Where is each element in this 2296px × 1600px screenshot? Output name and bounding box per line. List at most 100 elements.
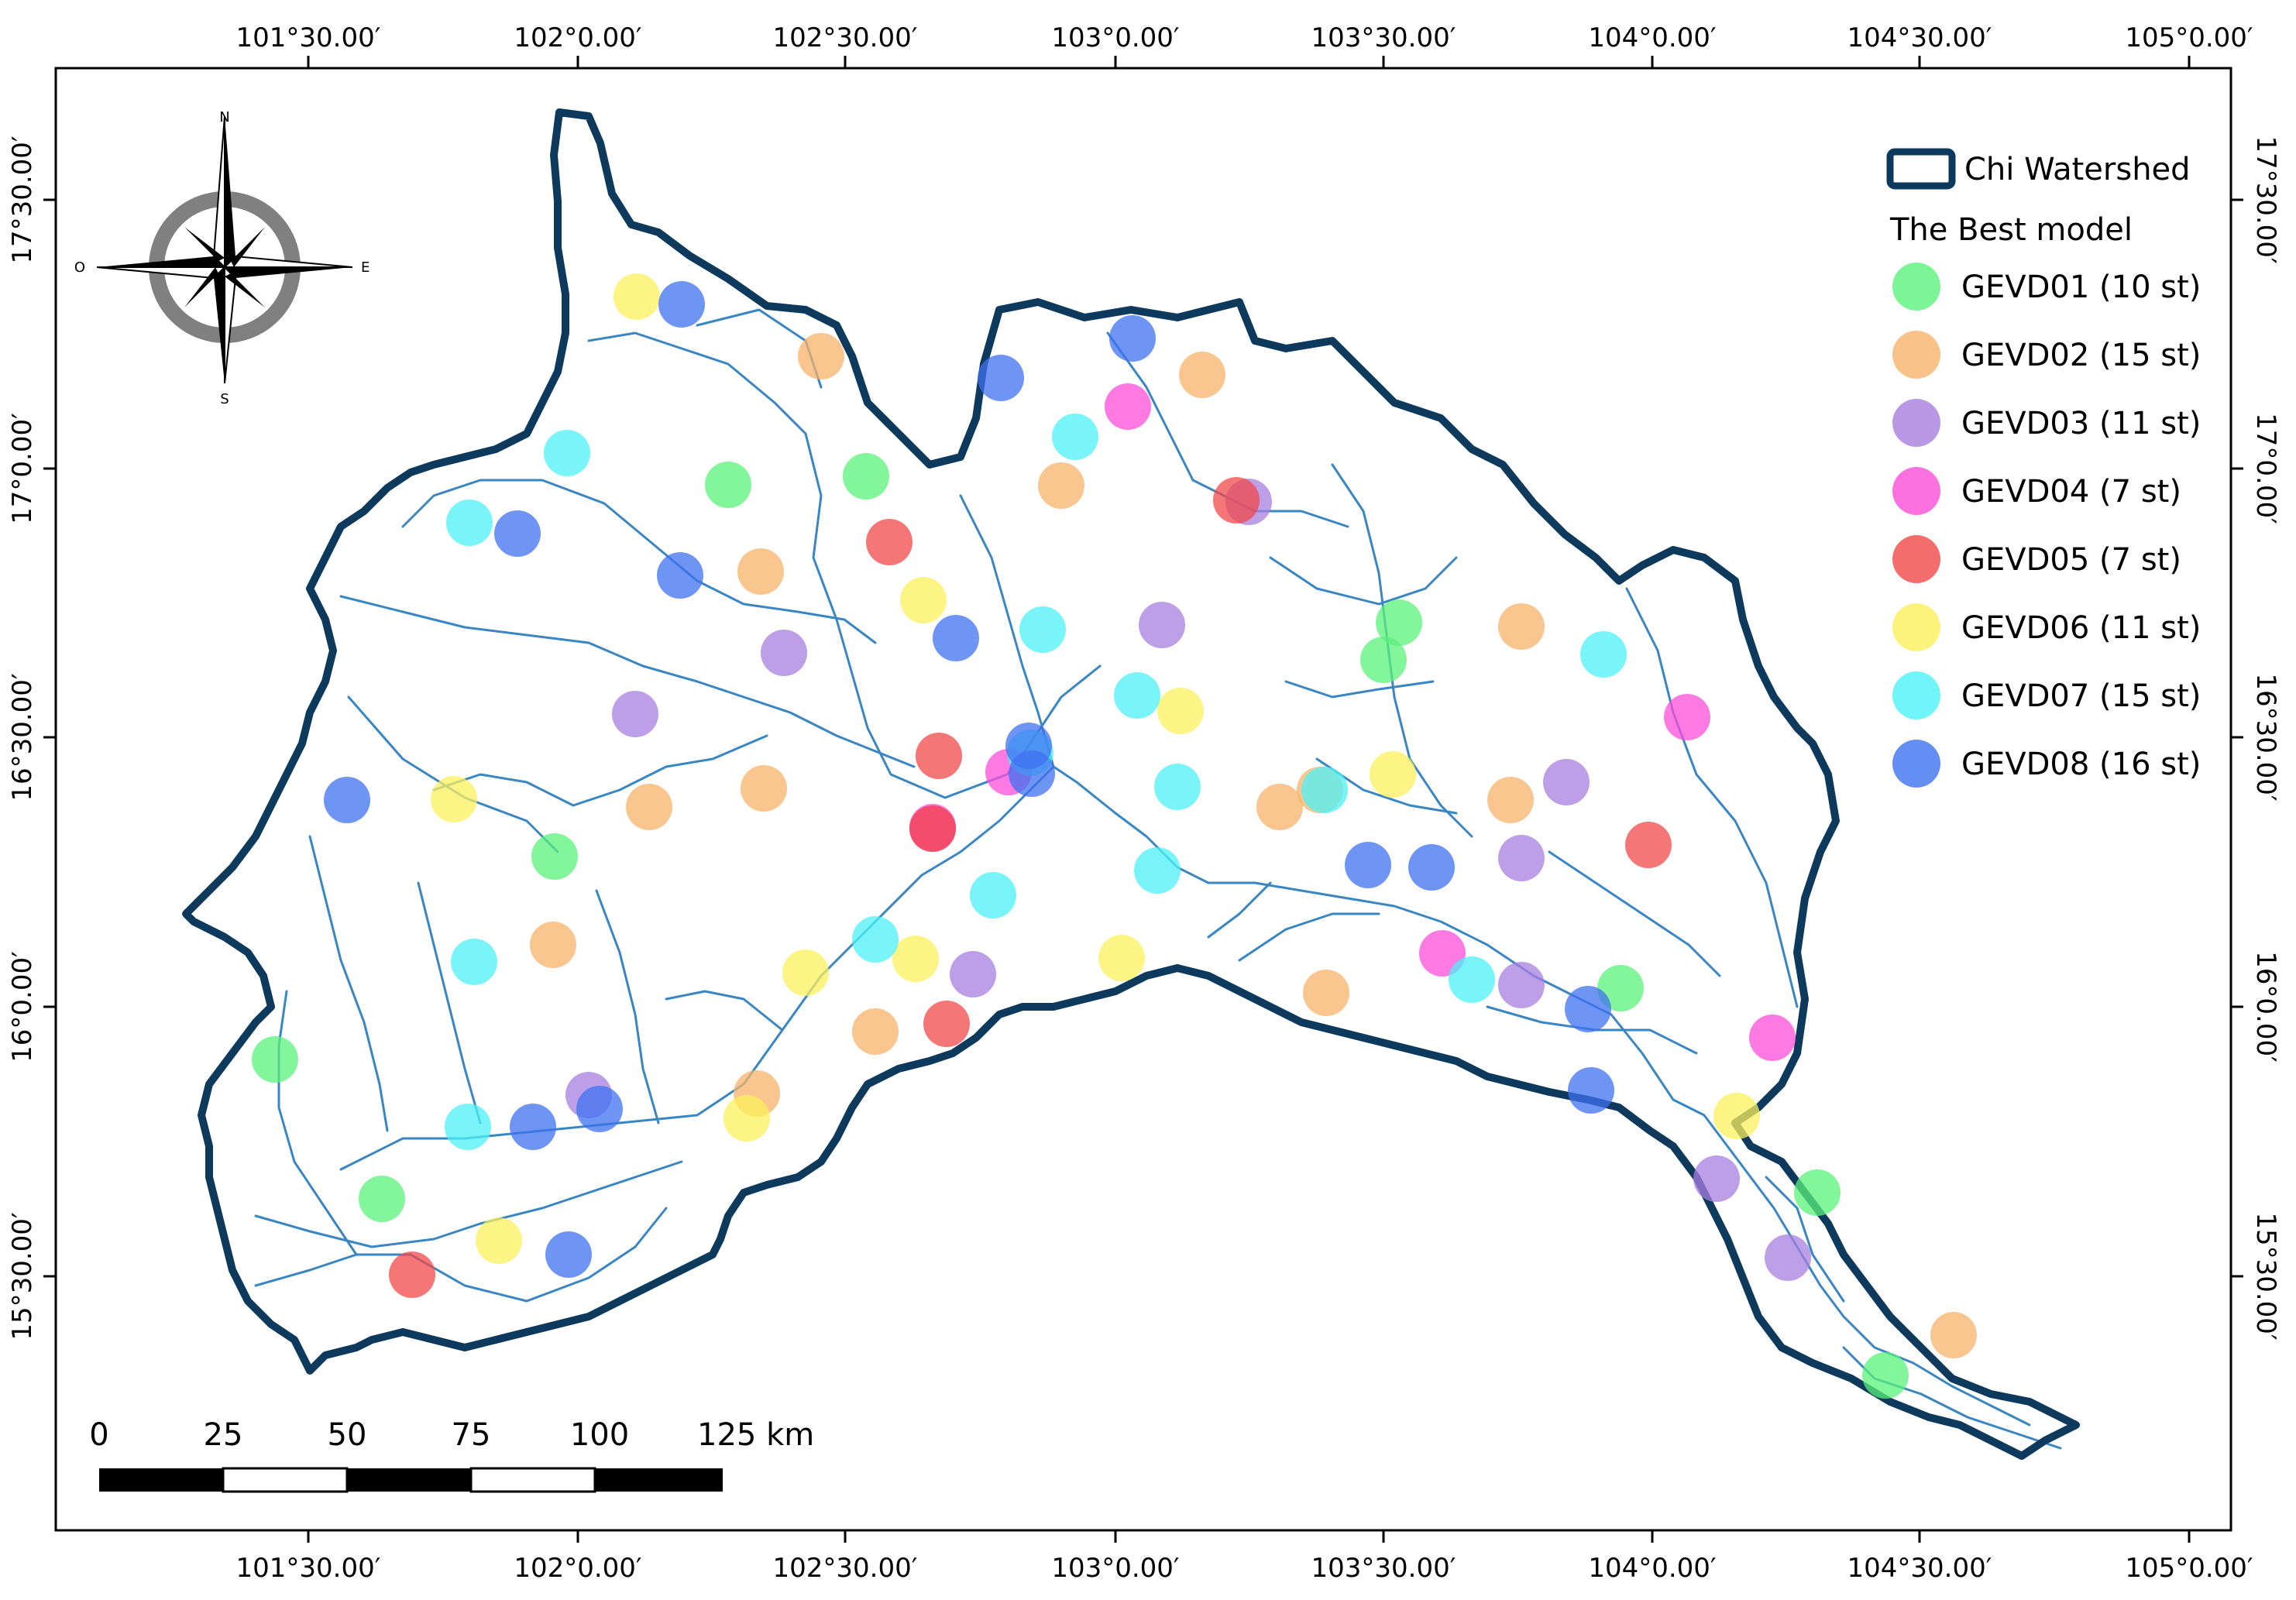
legend-label-gevd05: GEVD05 (7 st) — [1961, 542, 2181, 578]
compass-south-label: S — [220, 391, 229, 407]
station-marker-gevd06 — [782, 949, 829, 996]
station-marker-gevd01 — [843, 453, 889, 500]
station-marker-gevd07 — [446, 500, 493, 546]
station-marker-gevd01 — [1376, 599, 1422, 646]
station-marker-gevd08 — [1565, 986, 1611, 1032]
compass-north-label: N — [219, 109, 229, 125]
station-marker-gevd03 — [1139, 602, 1185, 648]
station-marker-gevd08 — [510, 1104, 556, 1150]
lat-label-right: 16°0.00′ — [2250, 951, 2281, 1063]
station-marker-gevd08 — [657, 552, 703, 599]
legend-marker-gevd02 — [1892, 331, 1940, 379]
legend-label-gevd01: GEVD01 (10 st) — [1961, 270, 2201, 305]
lat-label-right: 16°30.00′ — [2250, 673, 2281, 801]
station-marker-gevd05 — [916, 733, 962, 779]
lon-label-top: 101°30.00′ — [236, 22, 381, 53]
station-marker-gevd02 — [1256, 784, 1303, 830]
compass-east-label: E — [361, 259, 369, 276]
station-marker-gevd06 — [1713, 1093, 1760, 1139]
lon-label-top: 102°0.00′ — [514, 22, 641, 53]
legend: Chi Watershed The Best model GEVD01 (10 … — [1886, 148, 2201, 788]
station-marker-gevd08 — [1568, 1067, 1614, 1114]
station-marker-gevd02 — [741, 765, 787, 812]
station-marker-gevd07 — [1580, 631, 1627, 678]
station-marker-gevd05 — [923, 1001, 970, 1047]
station-marker-gevd08 — [1408, 844, 1455, 891]
station-marker-gevd04 — [1105, 383, 1151, 430]
station-marker-gevd08 — [545, 1231, 592, 1278]
legend-marker-gevd08 — [1892, 740, 1940, 788]
station-marker-gevd02 — [1498, 603, 1545, 650]
station-marker-gevd05 — [1213, 477, 1260, 524]
station-marker-gevd02 — [1303, 970, 1349, 1016]
station-marker-gevd03 — [612, 691, 658, 737]
lon-label-top: 102°30.00′ — [773, 22, 918, 53]
station-marker-gevd07 — [1134, 847, 1181, 894]
lat-label-right: 17°0.00′ — [2250, 413, 2281, 524]
scale-bar: 0 25 50 75 100 125 km — [89, 1417, 814, 1493]
station-marker-gevd06 — [614, 273, 660, 320]
station-marker-gevd01 — [252, 1036, 298, 1083]
lat-label-left: 16°0.00′ — [7, 951, 38, 1063]
station-marker-gevd01 — [705, 462, 751, 508]
legend-boundary-label: Chi Watershed — [1964, 152, 2191, 187]
station-marker-gevd05 — [1625, 822, 1672, 868]
station-marker-gevd05 — [389, 1252, 435, 1298]
station-marker-gevd08 — [576, 1086, 623, 1132]
lon-label-top: 104°0.00′ — [1588, 22, 1716, 53]
lon-label-top: 103°30.00′ — [1311, 22, 1456, 53]
station-marker-gevd08 — [324, 777, 370, 823]
station-marker-gevd03 — [1543, 759, 1590, 805]
station-marker-gevd07 — [1019, 606, 1066, 653]
station-marker-gevd02 — [530, 922, 576, 968]
lat-label-left: 15°30.00′ — [7, 1212, 38, 1340]
station-marker-gevd01 — [359, 1176, 405, 1222]
station-marker-gevd01 — [531, 833, 578, 880]
station-marker-gevd03 — [1498, 962, 1545, 1008]
station-marker-gevd02 — [1038, 462, 1084, 509]
station-marker-gevd06 — [1098, 935, 1145, 981]
station-marker-gevd01 — [1360, 637, 1407, 683]
station-marker-gevd02 — [852, 1008, 899, 1055]
legend-label-gevd03: GEVD03 (11 st) — [1961, 406, 2201, 441]
station-marker-gevd08 — [1109, 315, 1156, 362]
station-marker-gevd03 — [1498, 835, 1545, 881]
top-longitude-labels: 101°30.00′ 102°0.00′ 102°30.00′ 103°0.00… — [236, 22, 2253, 53]
station-marker-gevd06 — [892, 936, 939, 982]
lat-label-left: 17°0.00′ — [7, 413, 38, 524]
station-marker-gevd05 — [909, 805, 956, 852]
station-marker-gevd04 — [1749, 1015, 1796, 1061]
station-marker-gevd06 — [1370, 751, 1416, 798]
station-marker-gevd08 — [978, 355, 1024, 401]
station-marker-gevd04 — [1664, 694, 1710, 740]
lat-label-right: 17°30.00′ — [2250, 136, 2281, 263]
scale-label: 125 km — [697, 1417, 814, 1453]
scale-label: 50 — [328, 1417, 367, 1453]
station-marker-gevd02 — [626, 784, 672, 830]
station-marker-gevd02 — [737, 548, 784, 595]
right-latitude-labels: 17°30.00′ 17°0.00′ 16°30.00′ 16°0.00′ 15… — [2250, 136, 2281, 1340]
lon-label-bottom: 102°0.00′ — [514, 1553, 641, 1584]
lon-label-top: 104°30.00′ — [1847, 22, 1992, 53]
station-marker-gevd07 — [445, 1104, 491, 1150]
station-marker-gevd07 — [970, 872, 1016, 918]
legend-label-gevd07: GEVD07 (15 st) — [1961, 678, 2201, 714]
station-marker-gevd03 — [950, 951, 996, 997]
compass-west-label: O — [74, 259, 85, 276]
station-marker-gevd06 — [431, 776, 477, 822]
station-marker-gevd08 — [933, 615, 979, 661]
tick-marks — [43, 56, 2243, 1543]
station-marker-gevd07 — [1114, 672, 1160, 719]
station-marker-gevd07 — [1154, 764, 1201, 810]
lon-label-top: 103°0.00′ — [1051, 22, 1179, 53]
lat-label-right: 15°30.00′ — [2250, 1212, 2281, 1340]
legend-marker-gevd07 — [1892, 671, 1940, 719]
station-marker-gevd07 — [544, 430, 590, 476]
lon-label-bottom: 104°30.00′ — [1847, 1553, 1992, 1584]
lon-label-bottom: 105°0.00′ — [2125, 1553, 2253, 1584]
lon-label-bottom: 101°30.00′ — [236, 1553, 381, 1584]
station-markers — [252, 273, 1977, 1399]
scale-label: 100 — [570, 1417, 629, 1453]
chi-watershed-boundary — [182, 108, 2080, 1460]
